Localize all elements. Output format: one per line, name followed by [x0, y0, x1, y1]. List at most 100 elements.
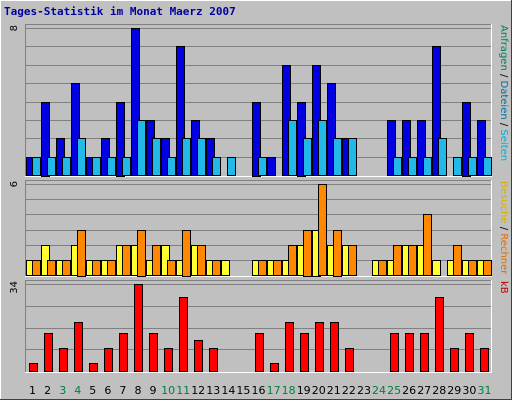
bar-kb-day-9 — [149, 333, 158, 372]
bar-kb-day-25 — [390, 333, 399, 372]
bar-kb-day-29 — [450, 348, 459, 372]
bar-dateien-day-19 — [303, 138, 312, 176]
x-label-day-22: 22 — [342, 384, 356, 397]
panel-visits-side-label-part-2: Rechner — [498, 233, 509, 275]
bar-kb-day-4 — [74, 322, 83, 372]
x-label-day-15: 15 — [236, 384, 250, 397]
bar-kb-day-1 — [29, 363, 38, 372]
bar-anfragen-day-30 — [462, 102, 471, 177]
bar-rechner-day-17 — [273, 260, 282, 276]
x-label-day-7: 7 — [119, 384, 126, 397]
bar-rechner-day-12 — [197, 245, 206, 276]
bar-seiten-day-28 — [432, 260, 441, 276]
x-label-day-30: 30 — [462, 384, 476, 397]
bar-rechner-day-6 — [107, 260, 116, 276]
bar-anfragen-day-17 — [267, 157, 276, 176]
bar-dateien-day-2 — [47, 157, 56, 176]
bar-dateien-day-10 — [167, 157, 176, 176]
panel-requests-side-label-part-0: Anfragen — [498, 25, 509, 71]
bar-rechner-day-4 — [77, 230, 86, 277]
bar-seiten-day-14 — [221, 260, 230, 276]
x-label-day-3: 3 — [59, 384, 66, 397]
bar-rechner-day-24 — [378, 260, 387, 276]
bar-rechner-day-11 — [182, 230, 191, 277]
panel-visits-side-label-part-1: / — [498, 224, 509, 234]
bar-dateien-day-4 — [77, 138, 86, 176]
x-label-day-14: 14 — [221, 384, 235, 397]
bar-kb-day-13 — [209, 348, 218, 372]
bar-dateien-day-6 — [107, 157, 116, 176]
bar-rechner-day-13 — [212, 260, 221, 276]
panel-requests-ytick-label: 8 — [9, 25, 20, 31]
x-label-day-24: 24 — [372, 384, 386, 397]
x-label-day-25: 25 — [387, 384, 401, 397]
bar-kb-day-12 — [194, 340, 203, 372]
bar-dateien-day-9 — [152, 138, 161, 176]
bar-dateien-day-27 — [423, 157, 432, 176]
x-label-day-20: 20 — [312, 384, 326, 397]
bar-dateien-day-22 — [348, 138, 357, 176]
bar-anfragen-day-16 — [252, 102, 261, 177]
panel-visits-side-label: Besuche / Rechner — [498, 181, 509, 275]
x-label-day-12: 12 — [191, 384, 205, 397]
x-label-day-27: 27 — [417, 384, 431, 397]
x-label-day-21: 21 — [327, 384, 341, 397]
panel-requests-side-label-part-1: / — [498, 71, 509, 81]
bar-rechner-day-26 — [408, 245, 417, 276]
x-label-day-1: 1 — [29, 384, 36, 397]
bar-rechner-day-29 — [453, 245, 462, 276]
bar-kb-day-10 — [164, 348, 173, 372]
bar-anfragen-day-21 — [327, 83, 336, 176]
panel-kb-ytick-label: 34 — [9, 281, 20, 294]
bar-dateien-day-8 — [137, 120, 146, 176]
bar-dateien-day-29 — [453, 157, 462, 176]
bar-rechner-day-21 — [333, 230, 342, 277]
bar-dateien-day-5 — [92, 157, 101, 176]
bar-dateien-day-20 — [318, 120, 327, 176]
x-label-day-16: 16 — [252, 384, 266, 397]
panel-kb-side-label-part-0: kB — [498, 281, 509, 294]
bar-dateien-day-7 — [122, 157, 131, 176]
x-label-day-11: 11 — [176, 384, 190, 397]
bar-anfragen-day-2 — [41, 102, 50, 177]
x-label-day-31: 31 — [478, 384, 492, 397]
bar-rechner-day-3 — [62, 260, 71, 276]
panel-requests-side-label-part-2: Dateien — [498, 81, 509, 120]
x-label-day-8: 8 — [135, 384, 142, 397]
bar-dateien-day-14 — [227, 157, 236, 176]
bar-anfragen-day-8 — [131, 28, 140, 176]
bar-rechner-day-31 — [483, 260, 492, 276]
bar-kb-day-16 — [255, 333, 264, 372]
bar-rechner-day-5 — [92, 260, 101, 276]
bar-kb-day-11 — [179, 297, 188, 372]
panel-requests-side-label-part-4: Seiten — [498, 129, 509, 161]
x-label-day-9: 9 — [150, 384, 157, 397]
bar-rechner-day-30 — [468, 260, 477, 276]
bar-dateien-day-12 — [197, 138, 206, 176]
bar-kb-day-18 — [285, 322, 294, 372]
bar-anfragen-day-7 — [116, 102, 125, 177]
bar-kb-day-20 — [315, 322, 324, 372]
bar-dateien-day-11 — [182, 138, 191, 176]
x-label-day-26: 26 — [402, 384, 416, 397]
bar-dateien-day-3 — [62, 157, 71, 176]
bar-rechner-day-19 — [303, 230, 312, 277]
bar-kb-day-5 — [89, 363, 98, 372]
x-axis-labels: 1 2 3 4 5 6 7 8 9 10 11 12 13 14 15 16 17 18 19 20 21 22 23 24 2… — [29, 384, 492, 397]
bar-kb-day-22 — [345, 348, 354, 372]
x-label-day-17: 17 — [267, 384, 281, 397]
bar-rechner-day-2 — [47, 260, 56, 276]
bar-anfragen-day-31 — [477, 120, 486, 176]
x-label-day-2: 2 — [44, 384, 51, 397]
bar-kb-day-19 — [300, 333, 309, 372]
panel-kb-side-label: kB — [498, 281, 509, 294]
bar-anfragen-day-27 — [417, 120, 426, 176]
bar-dateien-day-26 — [408, 157, 417, 176]
bar-rechner-day-22 — [348, 245, 357, 276]
bar-dateien-day-25 — [393, 157, 402, 176]
bar-rechner-day-20 — [318, 184, 327, 276]
bar-rechner-day-18 — [288, 245, 297, 276]
bar-kb-day-2 — [44, 333, 53, 372]
bar-dateien-day-18 — [288, 120, 297, 176]
bar-kb-day-27 — [420, 333, 429, 372]
